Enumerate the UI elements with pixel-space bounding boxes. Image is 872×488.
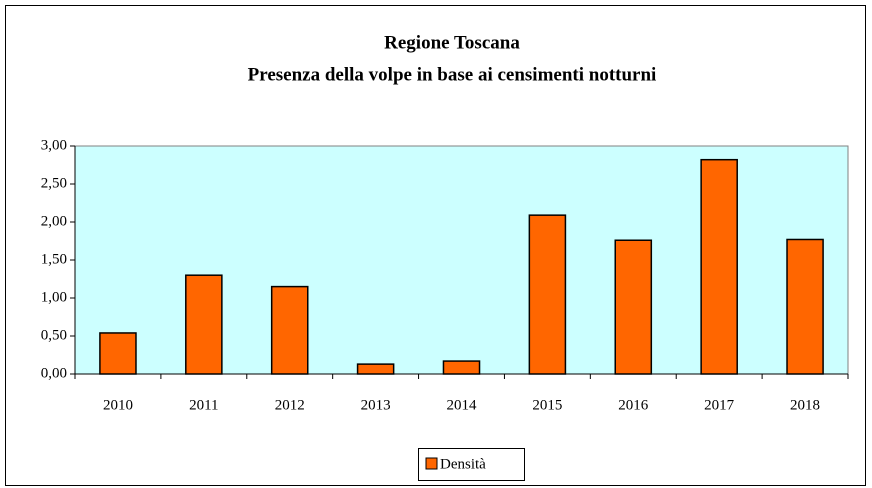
bar bbox=[356, 363, 395, 375]
x-tick-label: 2013 bbox=[361, 397, 391, 413]
y-tick-label: 0,50 bbox=[41, 327, 67, 343]
y-tick-label: 0,00 bbox=[41, 365, 67, 381]
x-tick-label: 2018 bbox=[790, 397, 820, 413]
bar bbox=[99, 332, 137, 375]
bar bbox=[528, 214, 567, 375]
y-tick-label: 1,50 bbox=[41, 251, 67, 267]
bar bbox=[185, 274, 223, 375]
x-tick-label: 2012 bbox=[275, 397, 305, 413]
y-tick-label: 2,50 bbox=[41, 175, 67, 191]
bar bbox=[786, 238, 824, 375]
x-tick-label: 2010 bbox=[103, 397, 133, 413]
bar bbox=[614, 239, 653, 375]
bar bbox=[700, 158, 738, 375]
legend-label: Densità bbox=[440, 456, 486, 472]
x-tick-label: 2016 bbox=[618, 397, 649, 413]
y-tick-label: 2,00 bbox=[41, 213, 67, 229]
bar bbox=[442, 360, 481, 375]
x-tick-label: 2015 bbox=[532, 397, 562, 413]
chart-title: Regione Toscana bbox=[384, 32, 520, 53]
x-tick-label: 2014 bbox=[447, 397, 478, 413]
bar bbox=[270, 285, 309, 375]
legend-swatch bbox=[425, 457, 438, 470]
y-tick-label: 3,00 bbox=[41, 137, 67, 153]
x-tick-label: 2011 bbox=[189, 397, 218, 413]
x-tick-label: 2017 bbox=[704, 397, 735, 413]
chart-subtitle: Presenza della volpe in base ai censimen… bbox=[248, 64, 657, 85]
y-tick-label: 1,00 bbox=[41, 289, 67, 305]
